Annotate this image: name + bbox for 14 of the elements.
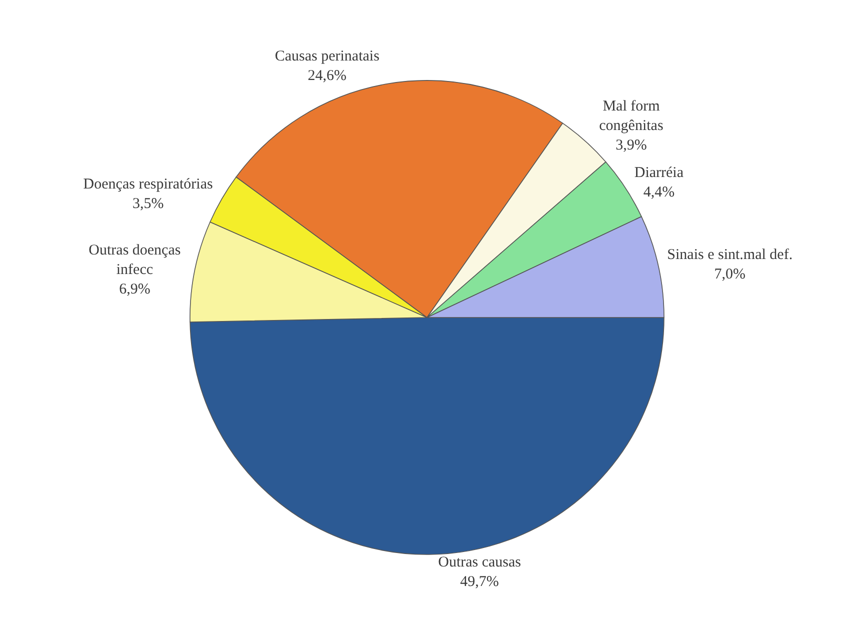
data-label: 3,9% [616,137,647,154]
slice-label: Sinais e sint.mal def. [667,247,793,264]
slice-label: Outras causas [438,554,522,570]
data-label: 3,5% [132,196,164,212]
data-label: 6,9% [119,281,150,298]
data-label: 24,6% [308,68,347,84]
slice-label: Outras doenças infecc [88,242,181,278]
data-label: 49,7% [460,574,499,590]
slice-label: Diarréia [634,164,684,181]
data-label: 7,0% [714,266,746,283]
slice-label: Mal form congênitas [599,98,664,134]
slice-label: Doenças respiratórias [83,176,213,193]
slice-label: Causas perinatais [274,48,380,65]
data-label: 4,4% [643,184,675,200]
